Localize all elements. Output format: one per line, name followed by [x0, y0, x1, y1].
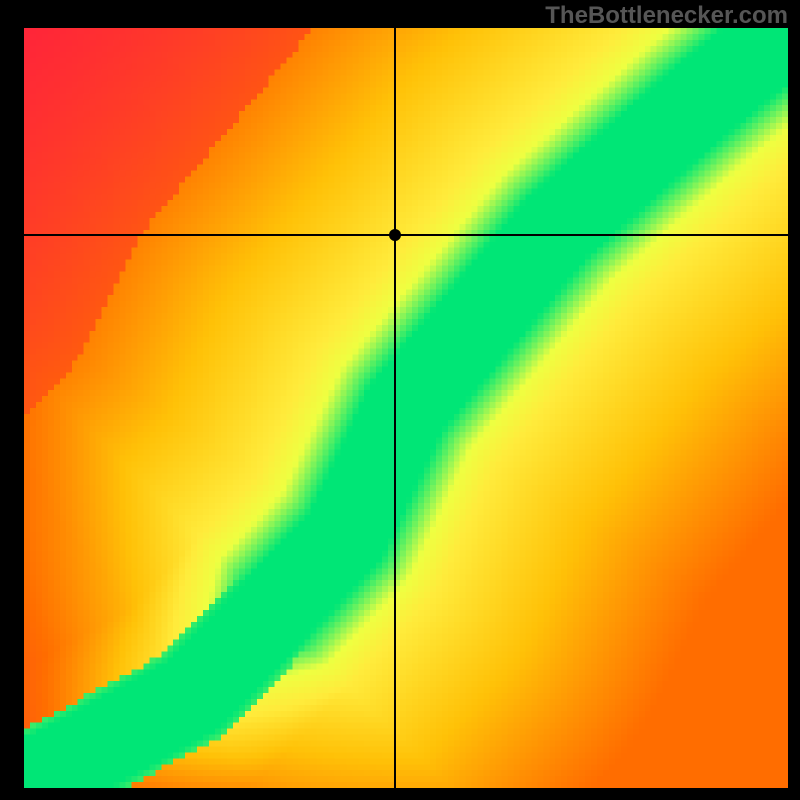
crosshair-vertical	[394, 28, 396, 788]
crosshair-marker	[389, 229, 401, 241]
bottleneck-heatmap	[24, 28, 788, 788]
chart-container: TheBottlenecker.com	[0, 0, 800, 800]
crosshair-horizontal	[24, 234, 788, 236]
watermark-text: TheBottlenecker.com	[545, 2, 788, 30]
